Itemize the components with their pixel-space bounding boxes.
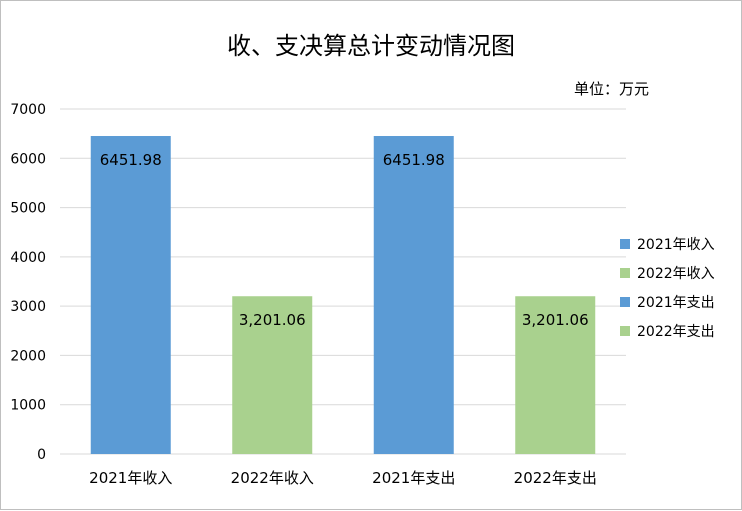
bar <box>373 136 454 454</box>
data-label: 6451.98 <box>383 151 445 169</box>
x-tick-label: 2021年支出 <box>372 469 455 487</box>
y-axis: 0 1000 2000 3000 4000 5000 6000 7000 <box>10 102 46 463</box>
data-label: 6451.98 <box>100 151 162 169</box>
y-tick-label: 5000 <box>10 201 46 217</box>
x-axis: 2021年收入 2022年收入 2021年支出 2022年支出 <box>89 469 597 487</box>
legend-label: 2021年支出 <box>637 295 715 311</box>
legend-swatch <box>620 297 630 307</box>
legend-swatch <box>620 268 630 278</box>
x-tick-label: 2021年收入 <box>89 469 172 487</box>
bar <box>90 136 171 454</box>
y-tick-label: 0 <box>37 447 46 463</box>
y-tick-label: 4000 <box>10 250 46 266</box>
legend: 2021年收入 2022年收入 2021年支出 2022年支出 <box>620 237 715 340</box>
bar <box>515 296 596 454</box>
y-tick-label: 3000 <box>10 299 46 315</box>
legend-label: 2021年收入 <box>637 237 715 253</box>
bars: 6451.98 3,201.06 6451.98 3,201.06 <box>90 136 596 454</box>
x-tick-label: 2022年收入 <box>231 469 314 487</box>
chart-title: 收、支决算总计变动情况图 <box>227 32 515 60</box>
data-label: 3,201.06 <box>522 311 589 329</box>
legend-label: 2022年收入 <box>637 266 715 282</box>
y-tick-label: 7000 <box>10 102 46 118</box>
y-tick-label: 2000 <box>10 348 46 364</box>
y-tick-label: 1000 <box>10 398 46 414</box>
legend-swatch <box>620 326 630 336</box>
data-label: 3,201.06 <box>239 311 306 329</box>
unit-note: 单位：万元 <box>574 80 649 98</box>
y-tick-label: 6000 <box>10 151 46 167</box>
legend-label: 2022年支出 <box>637 324 715 340</box>
legend-swatch <box>620 239 630 249</box>
bar <box>232 296 313 454</box>
x-tick-label: 2022年支出 <box>514 469 597 487</box>
